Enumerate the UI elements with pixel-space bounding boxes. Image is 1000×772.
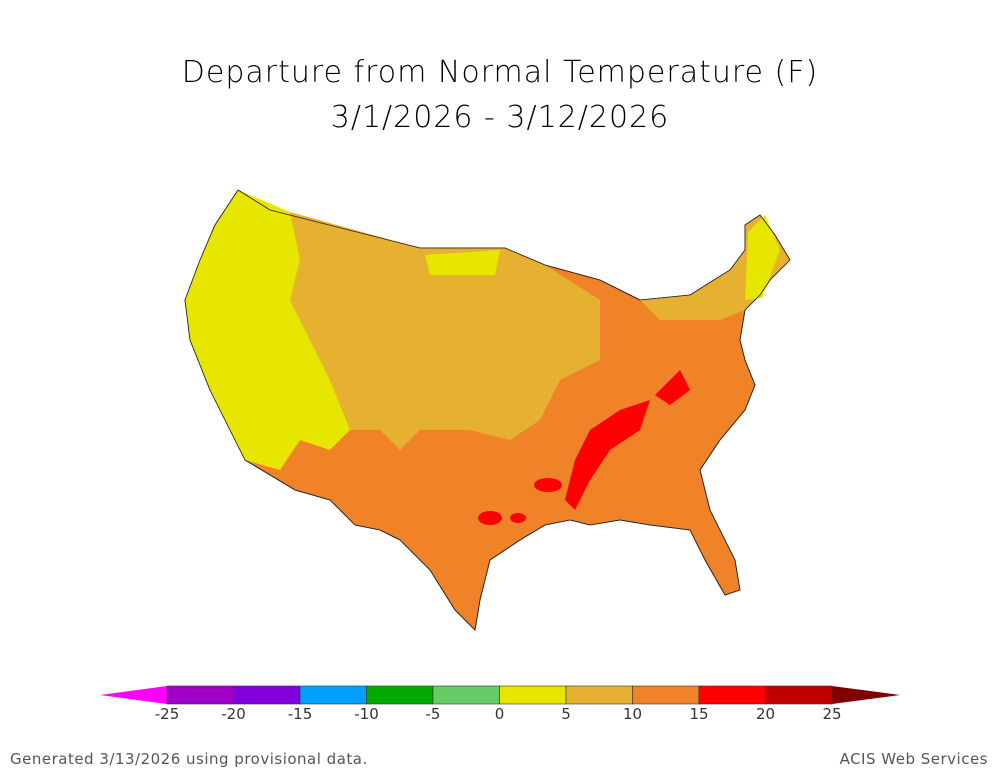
map-date-range: 3/1/2026 - 3/12/2026: [330, 100, 670, 135]
region-above-normal-15-20-texas: [478, 511, 502, 525]
legend-tick-label: 25: [822, 705, 841, 723]
legend-tick-label: -10: [354, 705, 379, 723]
legend-tick-label: -20: [221, 705, 246, 723]
legend-tick-label: 10: [623, 705, 642, 723]
generated-note: Generated 3/13/2026 using provisional da…: [10, 750, 368, 768]
source-credit: ACIS Web Services: [839, 750, 988, 768]
region-above-normal-0-5-north-dakota: [425, 250, 500, 275]
region-above-normal-0-5-northeast: [745, 215, 780, 300]
legend-tick-label: 0: [495, 705, 505, 723]
us-map: [184, 189, 791, 631]
region-above-normal-15-20-texas-2: [510, 513, 526, 523]
region-above-normal-0-5-west: [185, 190, 350, 470]
color-legend: -25 -20 -15 -10 -5 0 5 10 15 20 25: [100, 685, 900, 723]
legend-tick-label: 15: [689, 705, 708, 723]
legend-swatch: [632, 685, 700, 705]
legend-arrow-high: [832, 686, 900, 704]
legend-swatch: [499, 685, 567, 705]
legend-swatch: [366, 685, 434, 705]
legend-swatch: [299, 685, 367, 705]
legend-tick-label: -15: [288, 705, 313, 723]
legend-swatch: [698, 685, 766, 705]
legend-arrow-low: [100, 686, 167, 704]
region-above-normal-15-20-tennessee-valley: [565, 400, 650, 510]
legend-tick-label: 20: [756, 705, 775, 723]
legend-swatch: [765, 685, 833, 705]
region-above-normal-15-20-appalachia: [655, 370, 690, 405]
legend-swatch: [432, 685, 500, 705]
legend-swatch: [233, 685, 301, 705]
region-above-normal-5-10-central: [290, 212, 600, 450]
legend-tick-label: -5: [426, 705, 441, 723]
us-outline: [184, 189, 791, 631]
legend-swatch: [166, 685, 234, 705]
legend-tick-label: 5: [561, 705, 571, 723]
region-above-normal-15-20-arkansas: [534, 478, 562, 492]
legend-tick-label: -25: [155, 705, 180, 723]
legend-swatch: [565, 685, 633, 705]
map-title: Departure from Normal Temperature (F): [181, 55, 819, 90]
